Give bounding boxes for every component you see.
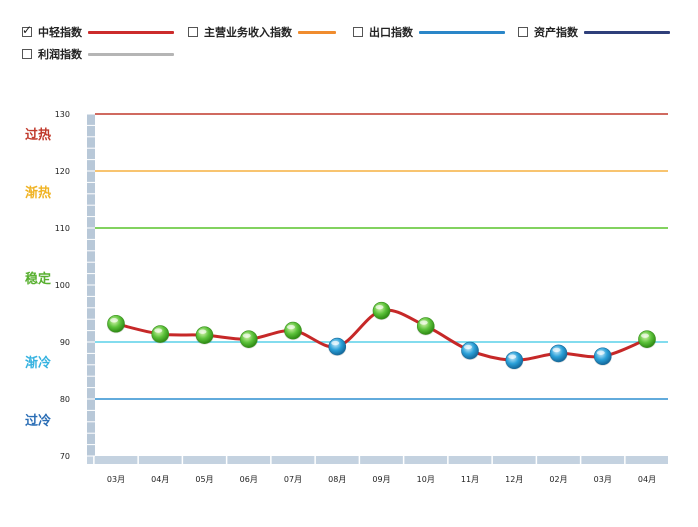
- legend-swatch: [584, 30, 670, 34]
- legend-item[interactable]: ✓ 中轻指数: [22, 23, 174, 40]
- data-point-highlight: [552, 347, 561, 353]
- data-point: [461, 341, 479, 360]
- data-point: [328, 337, 347, 356]
- y-tick-label: 90: [60, 338, 70, 347]
- legend-checkbox[interactable]: [518, 27, 528, 37]
- data-point-highlight: [331, 340, 340, 346]
- data-point: [505, 351, 524, 370]
- data-point: [239, 330, 258, 348]
- x-tick-label: 07月: [284, 475, 302, 484]
- x-tick-label: 06月: [240, 475, 258, 484]
- x-tick-label: 11月: [461, 475, 479, 484]
- data-point: [638, 330, 656, 348]
- legend-swatch: [298, 30, 336, 34]
- data-point: [416, 317, 435, 335]
- y-tick-label: 120: [55, 167, 70, 176]
- zone-label: 渐热: [25, 185, 51, 201]
- data-point-highlight: [375, 304, 384, 310]
- x-axis-bar: [87, 456, 668, 464]
- y-tick-label: 70: [60, 452, 70, 461]
- x-tick-label: 03月: [107, 475, 125, 484]
- legend-label: 主营业务收入指数: [204, 26, 292, 39]
- data-point-highlight: [641, 333, 649, 338]
- legend-item[interactable]: 利润指数: [22, 46, 174, 62]
- data-point: [284, 321, 302, 340]
- x-tick-label: 05月: [195, 475, 213, 484]
- zone-label: 过冷: [25, 413, 51, 429]
- legend-swatch: [419, 30, 505, 34]
- zone-label: 稳定: [25, 271, 51, 287]
- x-tick-label: 03月: [594, 475, 612, 484]
- x-tick-label: 04月: [638, 475, 656, 484]
- data-point: [151, 325, 170, 343]
- zone-label: 过热: [25, 127, 51, 143]
- data-point: [372, 301, 391, 320]
- legend-checkbox[interactable]: [353, 27, 363, 37]
- data-point-highlight: [596, 350, 605, 355]
- legend-label: 出口指数: [369, 26, 413, 39]
- legend-checkbox[interactable]: [188, 27, 198, 37]
- data-point-highlight: [154, 328, 163, 333]
- legend-checkbox[interactable]: [22, 49, 32, 59]
- y-tick-label: 100: [55, 281, 70, 290]
- y-tick-label: 80: [60, 395, 70, 404]
- y-tick-label: 130: [55, 110, 70, 119]
- data-point-highlight: [110, 318, 118, 323]
- legend-item[interactable]: 资产指数: [518, 24, 670, 40]
- x-tick-label: 04月: [151, 475, 169, 484]
- x-tick-label: 09月: [372, 475, 390, 484]
- check-icon: ✓: [22, 23, 33, 37]
- legend-label: 中轻指数: [38, 26, 82, 39]
- data-point-highlight: [287, 324, 295, 330]
- data-point: [107, 314, 125, 333]
- legend-item[interactable]: 出口指数: [353, 24, 505, 40]
- x-tick-label: 10月: [417, 475, 435, 484]
- data-point-highlight: [464, 344, 472, 350]
- data-point: [549, 344, 568, 363]
- legend-swatch: [88, 52, 174, 56]
- zone-label: 渐冷: [25, 355, 51, 371]
- y-axis-bar: [87, 114, 95, 464]
- data-point: [593, 347, 612, 366]
- legend-checkbox[interactable]: ✓: [22, 23, 32, 37]
- data-point-highlight: [242, 333, 251, 338]
- legend-label: 利润指数: [38, 48, 82, 61]
- data-point-highlight: [508, 354, 517, 359]
- data-point-highlight: [419, 320, 428, 325]
- data-point-highlight: [198, 329, 207, 334]
- x-tick-label: 12月: [505, 475, 523, 484]
- legend: ✓ 中轻指数 主营业务收入指数 出口指数 资产指数利润指数: [0, 0, 698, 70]
- legend-swatch: [88, 30, 174, 34]
- y-tick-label: 110: [55, 224, 70, 233]
- x-tick-label: 02月: [549, 475, 567, 484]
- data-point: [195, 326, 214, 344]
- legend-label: 资产指数: [534, 26, 578, 39]
- x-tick-label: 08月: [328, 475, 346, 484]
- legend-item[interactable]: 主营业务收入指数: [188, 24, 336, 40]
